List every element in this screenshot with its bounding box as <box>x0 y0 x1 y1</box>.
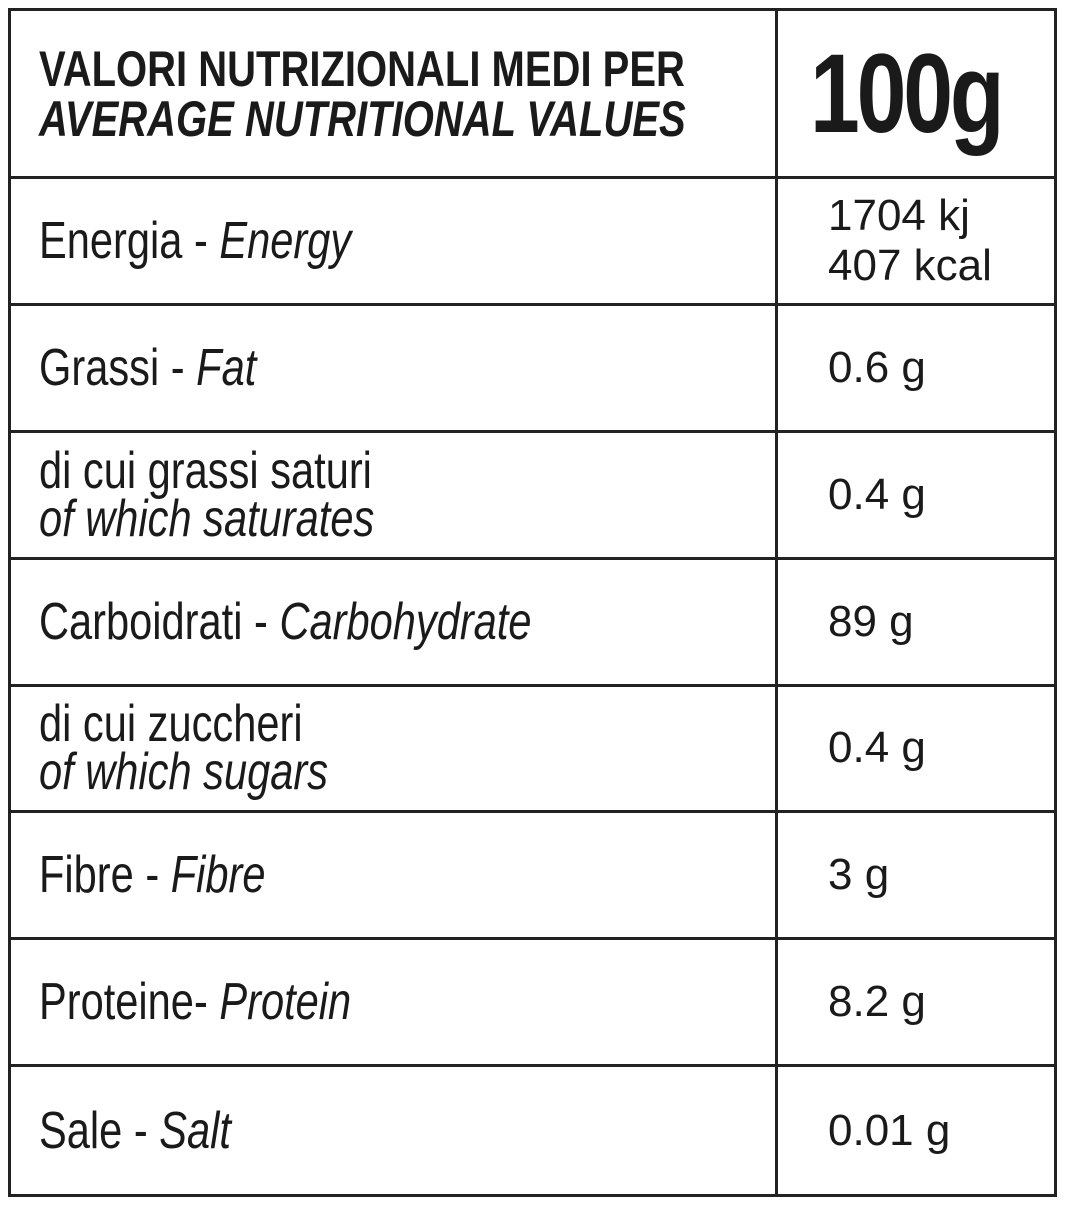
label-line: Energia - Energy <box>39 215 775 267</box>
value-cell: 0.6 g <box>778 306 1054 433</box>
header-title-it: VALORI NUTRIZIONALI MEDI PER <box>39 40 685 97</box>
value: 8.2 g <box>828 977 926 1027</box>
value: 0.6 g <box>828 342 926 392</box>
value-cell: 0.4 g <box>778 687 1054 814</box>
label-it: Carboidrati - <box>39 592 268 651</box>
label-line: of which saturates <box>39 489 775 548</box>
value: 3 g <box>828 850 890 900</box>
header-title-en: AVERAGE NUTRITIONAL VALUES <box>39 90 686 147</box>
label-line: Grassi - Fat <box>39 342 775 394</box>
label-it: di cui zuccheri <box>39 695 303 754</box>
label-line: Sale - Salt <box>39 1105 775 1157</box>
label-cell: Energia - Energy <box>11 179 778 306</box>
label-cell: di cui grassi saturi of which saturates <box>11 432 778 560</box>
label-it: Fibre - <box>39 846 160 905</box>
label: Grassi - Fat <box>39 342 256 394</box>
label-line: di cui zuccheri <box>39 695 775 754</box>
value-cell: 0.01 g <box>778 1067 1054 1194</box>
value-cell: 8.2 g <box>778 940 1054 1068</box>
label-en: Carbohydrate <box>279 592 532 651</box>
label-en: Salt <box>159 1101 231 1160</box>
label-it: Sale - <box>39 1101 148 1160</box>
value: 0.4 g <box>828 723 926 773</box>
label: Fibre - Fibre <box>39 849 266 901</box>
label-en: Protein <box>219 973 352 1032</box>
label-line: Proteine- Protein <box>39 976 775 1028</box>
label-cell: Carboidrati - Carbohydrate <box>11 559 778 687</box>
value-cell: 89 g <box>778 560 1054 687</box>
header-cell: VALORI NUTRIZIONALI MEDI PER AVERAGE NUT… <box>11 11 778 179</box>
label-en: Fat <box>196 338 257 397</box>
value: 89 g <box>828 596 914 646</box>
value-cell: 3 g <box>778 813 1054 941</box>
label-it: Energia - <box>39 211 208 270</box>
label-en: of which sugars <box>39 743 329 802</box>
label: Energia - Energy <box>39 215 351 267</box>
value-cell: 1704 kj 407 kcal <box>778 179 1054 306</box>
value-cell: 0.4 g <box>778 433 1054 560</box>
label: Sale - Salt <box>39 1105 231 1157</box>
label-cell: Proteine- Protein <box>11 940 778 1068</box>
label-it: Grassi - <box>39 338 185 397</box>
value: 407 kcal <box>828 240 992 290</box>
label-line: Fibre - Fibre <box>39 849 775 901</box>
header-amount: 100g <box>810 30 1005 156</box>
label: Proteine- Protein <box>39 976 351 1028</box>
label-line: Carboidrati - Carbohydrate <box>39 596 775 648</box>
label-en: Fibre <box>170 846 266 905</box>
label-cell: Fibre - Fibre <box>11 813 778 941</box>
label-it: di cui grassi saturi <box>39 441 372 500</box>
label-it: Proteine- <box>39 973 208 1032</box>
label-cell: Sale - Salt <box>11 1067 778 1194</box>
nutrition-table: VALORI NUTRIZIONALI MEDI PER AVERAGE NUT… <box>8 8 1057 1197</box>
value: 1704 kj <box>828 190 970 240</box>
value: 0.4 g <box>828 469 926 519</box>
label-cell: di cui zuccheri of which sugars <box>11 686 778 814</box>
label-en: Energy <box>219 211 352 270</box>
label-line: di cui grassi saturi <box>39 441 775 500</box>
label-en: of which saturates <box>39 489 375 548</box>
value: 0.01 g <box>828 1105 951 1155</box>
label: Carboidrati - Carbohydrate <box>39 596 532 648</box>
label-line: of which sugars <box>39 743 775 802</box>
header-amount-cell: 100g <box>778 11 1054 179</box>
label-cell: Grassi - Fat <box>11 305 778 433</box>
